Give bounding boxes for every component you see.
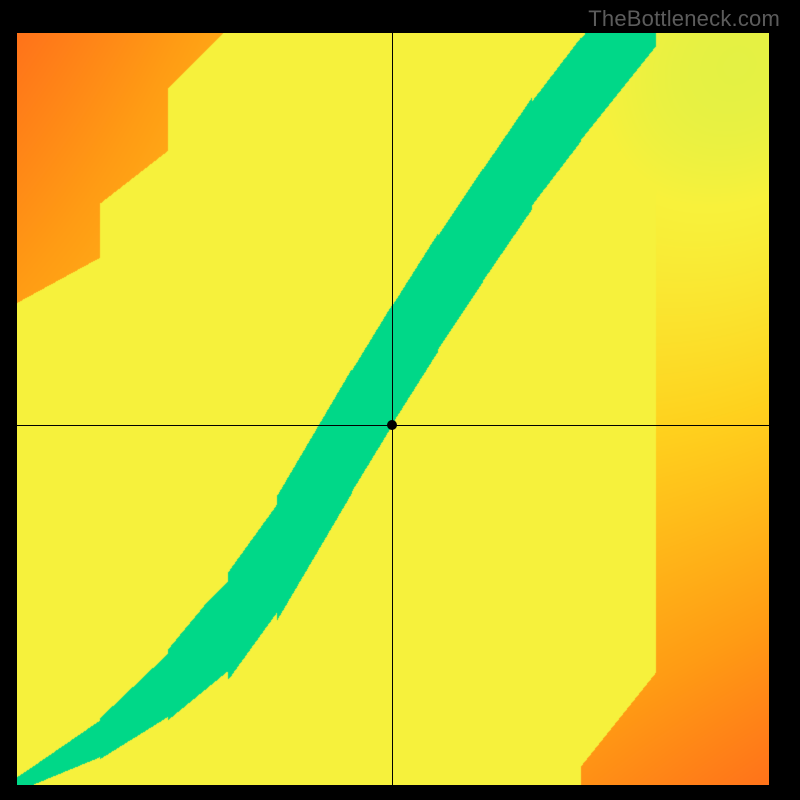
chart-container: TheBottleneck.com — [0, 0, 800, 800]
marker-dot — [387, 420, 397, 430]
crosshair-vertical — [392, 33, 393, 785]
watermark-text: TheBottleneck.com — [588, 6, 780, 32]
